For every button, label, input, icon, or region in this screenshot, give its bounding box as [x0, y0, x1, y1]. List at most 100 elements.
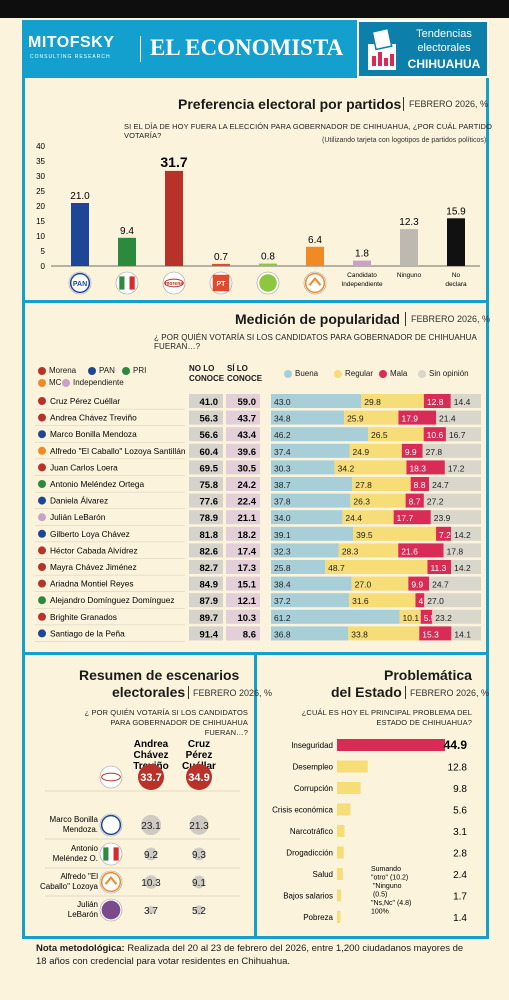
problem-label: Bajos salarios: [283, 892, 333, 901]
candidate-party-dot: [38, 612, 46, 621]
y-tick-label: 20: [36, 202, 45, 211]
scenario-row-label: Marco Bonilla: [50, 815, 99, 824]
candidate-name: Mayra Chávez Jiménez: [50, 562, 137, 572]
bar-value-label: 21.0: [70, 191, 90, 202]
candidate-party-dot: [38, 480, 46, 488]
opinion-value: 24.4: [345, 513, 362, 523]
party-logo-mc-mark: [308, 277, 322, 286]
opinion-segment: [271, 560, 326, 574]
opinion-value: 25.8: [274, 563, 291, 573]
title-divider-3: [188, 686, 189, 699]
opinion-segment: [271, 410, 345, 425]
opinion-segment: [401, 443, 423, 458]
opinion-value: 5.5: [424, 613, 436, 623]
bar-value-label: 15.9: [446, 206, 466, 217]
no-conoce-value: 81.8: [200, 530, 219, 541]
scenario-bubble: [144, 875, 158, 889]
si-conoce-value: 21.1: [238, 513, 257, 524]
problem-label: Corrupción: [294, 784, 333, 793]
candidate-party-dot: [38, 579, 46, 588]
y-tick-label: 5: [41, 247, 46, 256]
nota-metodologica: Nota metodológica: Realizada del 20 al 2…: [36, 942, 476, 968]
bar-ninguno: [400, 229, 418, 266]
title-divider-2: [405, 312, 406, 326]
problematica-date: FEBRERO 2026, %: [410, 688, 490, 698]
morena-dot: [38, 366, 46, 375]
legend-regular: Regular: [334, 369, 373, 378]
problem-label: Narcotráfico: [290, 827, 334, 836]
column-header-andrea: Chávez: [133, 750, 168, 761]
opinion-segment: [436, 526, 452, 541]
opinion-segment: [451, 526, 481, 541]
problem-value: 1.4: [453, 913, 467, 924]
candidate-name: Ariadna Montiel Reyes: [50, 579, 133, 589]
title-divider: [403, 97, 404, 111]
opinion-segment: [423, 394, 451, 408]
scenario-value: 9.1: [192, 878, 206, 889]
party-logo-mc-fill: [304, 272, 326, 294]
opinion-value: 39.1: [274, 530, 291, 540]
bar-value-label: 0.7: [214, 252, 228, 263]
si-conoce-value: 39.6: [238, 447, 257, 458]
opinion-value: 25.9: [347, 414, 364, 424]
problem-bar: [337, 782, 361, 794]
opinion-value: 17.8: [447, 546, 464, 556]
scenario-value: 9.2: [144, 850, 158, 861]
escenarios-date: FEBRERO 2026, %: [193, 688, 273, 698]
opinion-value: 27.2: [427, 497, 444, 507]
si-conoce-value: 30.5: [238, 463, 257, 474]
scenario-bubble: [186, 764, 212, 790]
pt-logo-text: PT: [217, 281, 227, 288]
legend-sin-opinion: Sin opinión: [418, 369, 469, 378]
opinion-value: 16.7: [449, 430, 466, 440]
opinion-segment: [445, 427, 481, 442]
problem-value: 3.1: [453, 827, 467, 838]
opinion-segment: [398, 543, 444, 558]
no-conoce-cell: [189, 427, 223, 442]
opinion-value: 34.8: [274, 414, 291, 424]
legend-buena: Buena: [284, 369, 318, 378]
no-conoce-cell: [189, 510, 223, 525]
problem-bar: [337, 911, 341, 923]
problem-value: 44.9: [444, 738, 468, 752]
opinion-value: 18.3: [409, 463, 426, 473]
opinion-segment: [338, 543, 399, 558]
problem-label: Drogadicción: [286, 849, 333, 858]
scenario-value: 23.1: [141, 821, 161, 832]
opinion-segment: [348, 626, 420, 641]
y-tick-label: 15: [36, 217, 45, 226]
candidate-name: Julián LeBarón: [50, 512, 106, 522]
opinion-value: 9.9: [405, 447, 417, 457]
si-conoce-value: 12.1: [238, 596, 257, 607]
bar-value-label: 9.4: [120, 226, 134, 237]
opinion-segment: [351, 576, 409, 591]
problematica-title-2: del Estado: [331, 684, 402, 700]
tendencias-badge: Tendencias electorales CHIHUAHUA: [357, 20, 489, 78]
no-conoce-cell: [189, 576, 223, 591]
opinion-value: 17.7: [397, 513, 414, 523]
no-conoce-value: 82.7: [200, 563, 219, 574]
candidate-name: Héctor Cabada Alvídrez: [50, 545, 138, 555]
opinion-value: 38.4: [274, 580, 291, 590]
candidate-name: Brighite Granados: [50, 612, 117, 622]
annotation-text: Sumando "otro" (10.2) "Ninguno (0.5) "Ns,…: [371, 866, 413, 916]
candidate-party-dot: [38, 463, 46, 472]
opinion-value: 31.6: [352, 596, 369, 606]
legend-morena: Morena: [38, 366, 76, 375]
si-conoce-value: 17.3: [238, 563, 257, 574]
party-logo-pt-fill: [212, 274, 230, 292]
opinion-value: 21.6: [401, 546, 418, 556]
candidate-name: Juan Carlos Loera: [50, 462, 118, 472]
candidate-name: Cruz Pérez Cuéllar: [50, 396, 120, 406]
opinion-segment: [432, 609, 481, 624]
opinion-value: 34.0: [274, 513, 291, 523]
candidate-party-dot: [38, 397, 46, 405]
problem-label: Desempleo: [293, 763, 334, 772]
escenarios-title-1: Resumen de escenarios: [79, 667, 240, 683]
category-label: Independiente: [341, 281, 383, 288]
opinion-value: 27.8: [355, 480, 372, 490]
opinion-segment: [271, 477, 353, 491]
opinion-segment: [406, 460, 445, 475]
no-conoce-value: 41.0: [200, 397, 219, 408]
